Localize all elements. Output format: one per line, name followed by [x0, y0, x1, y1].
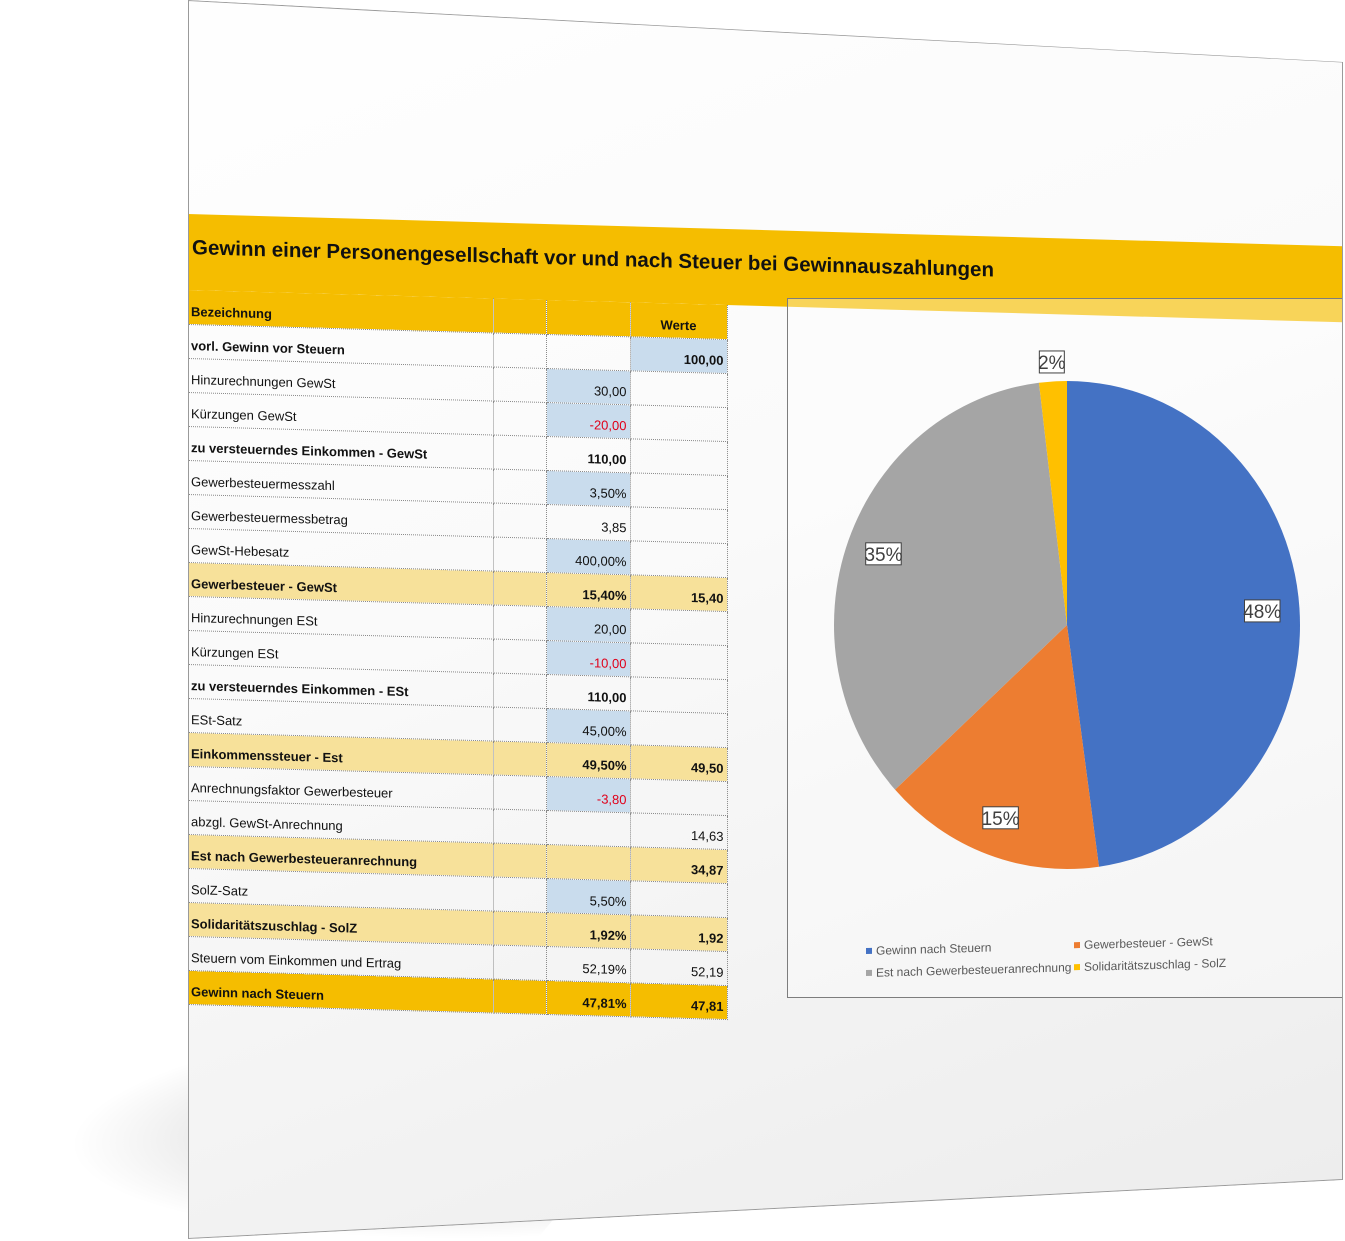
empty-cell — [493, 978, 546, 1014]
empty-cell — [493, 570, 546, 606]
row-input-value: 49,50% — [546, 741, 630, 779]
row-result-value — [630, 710, 727, 748]
row-result-value: 34,87 — [630, 846, 727, 884]
empty-cell — [493, 502, 546, 538]
row-result-value — [630, 608, 727, 646]
empty-cell — [493, 808, 546, 844]
empty-cell — [493, 400, 546, 436]
row-input-value: -10,00 — [546, 639, 630, 677]
empty-cell — [493, 740, 546, 776]
row-input-value: 3,85 — [546, 503, 630, 541]
row-input-value: 45,00% — [546, 707, 630, 745]
row-input-value: 30,00 — [546, 367, 630, 405]
row-input-value: 5,50% — [546, 877, 630, 915]
header-cell — [546, 299, 630, 337]
row-input-value — [546, 333, 630, 371]
empty-cell — [493, 876, 546, 912]
empty-cell — [493, 638, 546, 674]
data-label: 48% — [1243, 602, 1281, 623]
data-label: 2% — [1038, 353, 1066, 374]
empty-cell — [493, 672, 546, 708]
row-input-value: 400,00% — [546, 537, 630, 575]
row-result-value: 1,92 — [630, 914, 727, 952]
row-result-value: 52,19 — [630, 948, 727, 986]
header-values-label: Werte — [630, 302, 727, 340]
empty-cell — [493, 366, 546, 402]
row-result-value — [630, 438, 727, 476]
row-result-value — [630, 404, 727, 442]
row-result-value — [630, 778, 727, 816]
row-result-value — [630, 370, 727, 408]
empty-cell — [493, 910, 546, 946]
row-result-value — [630, 880, 727, 918]
document-title: Gewinn einer Personengesellschaft vor un… — [192, 236, 994, 282]
row-input-value: 110,00 — [546, 673, 630, 711]
empty-cell — [493, 536, 546, 572]
row-input-value: 110,00 — [546, 435, 630, 473]
empty-cell — [493, 842, 546, 878]
header-cell — [493, 298, 546, 334]
row-input-value: 3,50% — [546, 469, 630, 507]
empty-cell — [493, 604, 546, 640]
row-result-value — [630, 472, 727, 510]
row-result-value — [630, 642, 727, 680]
row-result-value: 49,50 — [630, 744, 727, 782]
row-input-value: 20,00 — [546, 605, 630, 643]
legend-swatch — [866, 947, 872, 954]
row-result-value — [630, 540, 727, 578]
empty-cell — [493, 774, 546, 810]
row-input-value: 52,19% — [546, 945, 630, 983]
row-input-value: -20,00 — [546, 401, 630, 439]
data-label: 15% — [982, 809, 1020, 830]
row-input-value — [546, 843, 630, 881]
calculation-table: Bezeichnung Werte vorl. Gewinn vor Steue… — [188, 290, 728, 1020]
legend-swatch — [866, 969, 872, 976]
row-result-value: 15,40 — [630, 574, 727, 612]
row-result-value — [630, 506, 727, 544]
data-label: 35% — [864, 545, 902, 566]
empty-cell — [493, 944, 546, 980]
empty-cell — [493, 434, 546, 470]
empty-cell — [493, 332, 546, 368]
empty-cell — [493, 706, 546, 742]
row-result-value: 47,81 — [630, 982, 727, 1020]
pie-chart: 48% 15% 35% 2% — [834, 350, 1300, 869]
row-result-value: 14,63 — [630, 812, 727, 850]
row-result-value: 100,00 — [630, 336, 727, 374]
pie-slice — [1067, 381, 1300, 867]
row-input-value: 15,40% — [546, 571, 630, 609]
empty-cell — [493, 468, 546, 504]
row-input-value: 47,81% — [546, 979, 630, 1017]
row-input-value: -3,80 — [546, 775, 630, 813]
legend-swatch — [1074, 964, 1080, 971]
legend-swatch — [1074, 942, 1080, 949]
row-input-value: 1,92% — [546, 911, 630, 949]
row-result-value — [630, 676, 727, 714]
row-input-value — [546, 809, 630, 847]
